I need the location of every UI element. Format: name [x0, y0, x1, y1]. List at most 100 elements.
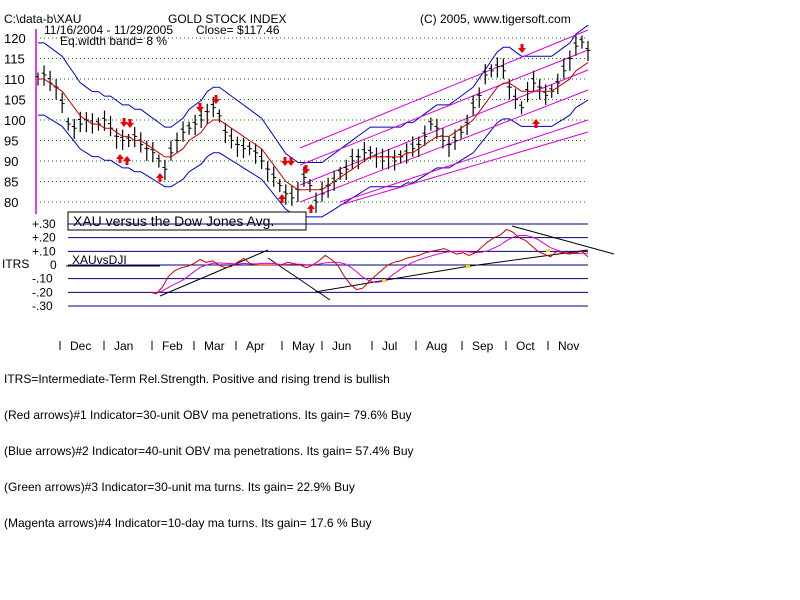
month-tick-label: Dec	[70, 339, 91, 353]
price-bar	[222, 122, 228, 144]
itrs-trendlines	[159, 225, 615, 301]
sell-arrow	[212, 95, 220, 104]
sell-arrow	[518, 44, 526, 53]
channel-line	[339, 131, 589, 206]
file-path: C:\data-b\XAU	[4, 12, 82, 26]
price-bar	[120, 129, 126, 150]
price-bar	[240, 137, 246, 159]
month-tick-label: Mar	[204, 339, 225, 353]
itrs-marker	[546, 249, 550, 252]
price-bar	[162, 159, 168, 181]
month-tick-label: Sep	[472, 339, 494, 353]
price-bar	[488, 64, 494, 78]
lower-band-line	[38, 99, 589, 218]
price-bar	[289, 185, 295, 206]
channel-line	[299, 49, 589, 166]
buy-arrow	[123, 156, 131, 165]
price-bar	[380, 148, 386, 169]
month-axis: Dec Jan Feb Mar Apr May Jun Jul Aug Sep Oct Nov	[59, 339, 579, 353]
buy-arrow	[156, 173, 164, 182]
itrs-tick-label: +.20	[32, 231, 56, 245]
price-bar	[579, 35, 585, 49]
price-bar	[494, 57, 500, 78]
price-bar	[271, 166, 277, 187]
itrs-markers	[382, 249, 550, 282]
itrs-axis-label: ITRS	[2, 257, 29, 271]
note-green-arrows: (Green arrows)#3 Indicator=30-unit ma tu…	[4, 480, 355, 494]
price-bar	[71, 118, 77, 140]
month-tick-label: Oct	[516, 339, 535, 353]
price-bar	[567, 50, 573, 71]
price-bar	[59, 92, 65, 114]
sell-arrow	[120, 118, 128, 127]
price-bar	[506, 79, 512, 100]
price-bar	[561, 58, 567, 79]
price-bar	[500, 58, 506, 79]
note-blue-arrows: (Blue arrows)#2 Indicator=40-unit OBV ma…	[4, 444, 414, 458]
price-bar	[65, 117, 71, 131]
price-bar	[525, 81, 531, 103]
itrs-line	[149, 228, 589, 295]
itrs-marker	[466, 265, 470, 268]
price-bar	[180, 121, 186, 142]
price-bar	[543, 84, 549, 105]
buy-arrow	[116, 154, 124, 163]
price-bar	[234, 136, 240, 157]
month-tick-label: Jan	[114, 339, 133, 353]
price-bar	[41, 65, 47, 86]
month-tick-label: Jul	[382, 339, 397, 353]
upper-band-line	[38, 24, 589, 163]
price-tick-label: 90	[4, 154, 18, 169]
price-axis-ticks: 120 115 110 105 100 95 90 85 80	[4, 31, 26, 210]
month-tick-label: Apr	[246, 339, 265, 353]
price-bar	[482, 64, 488, 85]
price-bar	[168, 140, 174, 161]
itrs-gridlines	[68, 223, 588, 307]
channel-line	[339, 119, 589, 203]
price-bar	[537, 79, 543, 100]
channel-line	[299, 29, 589, 149]
price-tick-label: 110	[4, 72, 25, 87]
price-bar	[277, 179, 283, 193]
month-tick-label: Nov	[558, 339, 579, 353]
price-bar	[434, 118, 440, 140]
price-bar	[319, 181, 325, 202]
price-gridlines	[40, 37, 588, 203]
date-range: 11/16/2004 - 11/29/2005	[44, 23, 173, 37]
price-bar	[295, 181, 301, 202]
price-tick-label: 105	[4, 93, 26, 108]
price-bar	[349, 148, 355, 169]
month-tick-label: Jun	[332, 339, 351, 353]
price-bar	[101, 110, 107, 131]
note-magenta-arrows: (Magenta arrows)#4 Indicator=10-day ma t…	[4, 516, 372, 530]
signal-arrows	[116, 44, 540, 213]
price-bar	[265, 161, 271, 182]
moving-average-line	[38, 62, 589, 191]
price-bar	[77, 111, 83, 133]
itrs-tick-label: 0	[50, 258, 57, 272]
price-bar	[392, 150, 398, 171]
itrs-moving-average	[149, 234, 588, 294]
note-red-arrows: (Red arrows)#1 Indicator=30-unit OBV ma …	[4, 408, 412, 422]
indicator-notes: ITRS=Intermediate-Term Rel.Strength. Pos…	[4, 349, 414, 541]
price-bar	[519, 101, 525, 115]
buy-arrow	[532, 119, 540, 128]
price-bar	[253, 143, 259, 164]
price-bar	[422, 125, 428, 146]
price-bar	[585, 40, 591, 62]
month-tick-label: May	[292, 339, 315, 353]
sell-arrow	[287, 157, 295, 166]
price-bar	[476, 87, 482, 108]
price-bar	[150, 141, 156, 163]
price-bar	[259, 148, 265, 169]
price-bar	[156, 154, 162, 168]
chart-title: GOLD STOCK INDEX	[168, 12, 287, 26]
price-bar	[440, 128, 446, 149]
price-bar	[386, 148, 392, 170]
itrs-axis-ticks: +.30+.20+.100-.10-.20-.30	[32, 217, 57, 313]
price-bar	[192, 114, 198, 135]
price-bar	[47, 70, 53, 92]
price-bars	[35, 35, 591, 213]
price-bar	[325, 177, 331, 198]
note-itrs: ITRS=Intermediate-Term Rel.Strength. Pos…	[4, 372, 390, 386]
